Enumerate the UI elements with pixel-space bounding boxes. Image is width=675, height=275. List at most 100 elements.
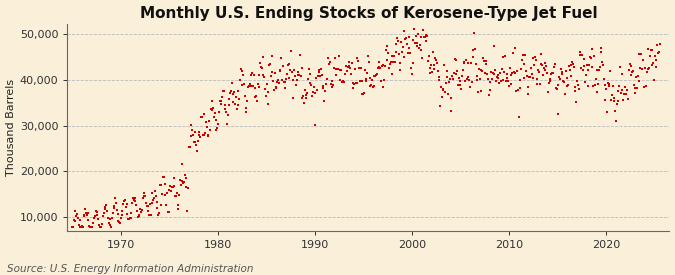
Point <box>328 82 339 87</box>
Point <box>292 78 302 82</box>
Point <box>454 83 465 88</box>
Point <box>373 65 384 70</box>
Point <box>636 52 647 56</box>
Point <box>645 48 656 52</box>
Point <box>629 86 640 90</box>
Point <box>125 211 136 216</box>
Point <box>298 94 308 98</box>
Point <box>179 180 190 185</box>
Point <box>596 46 607 50</box>
Point <box>186 123 196 127</box>
Point <box>502 76 513 81</box>
Point <box>452 83 463 88</box>
Point <box>515 86 526 90</box>
Point <box>587 65 598 70</box>
Point <box>599 83 610 87</box>
Point <box>277 64 288 68</box>
Point <box>350 67 360 71</box>
Point <box>635 66 646 71</box>
Point <box>254 73 265 78</box>
Point <box>331 67 342 71</box>
Point <box>232 89 243 94</box>
Point <box>381 48 392 53</box>
Point <box>649 54 660 58</box>
Point <box>314 70 325 74</box>
Point <box>79 213 90 218</box>
Point <box>145 213 156 218</box>
Point <box>581 62 592 67</box>
Point <box>286 49 296 53</box>
Point <box>213 110 224 114</box>
Point <box>416 48 427 53</box>
Point <box>294 73 304 77</box>
Point <box>135 207 146 211</box>
Point <box>313 73 323 78</box>
Point <box>568 62 578 66</box>
Point <box>264 63 275 68</box>
Point <box>268 78 279 83</box>
Point <box>605 69 616 73</box>
Point <box>608 84 618 88</box>
Point <box>219 107 230 111</box>
Point <box>645 54 655 58</box>
Point <box>551 86 562 90</box>
Point <box>137 196 148 200</box>
Point <box>548 65 559 69</box>
Point <box>165 184 176 189</box>
Point <box>441 75 452 79</box>
Point <box>220 102 231 107</box>
Point <box>466 80 477 84</box>
Point <box>506 82 517 86</box>
Point <box>103 221 114 226</box>
Point <box>554 75 565 79</box>
Point <box>209 111 220 115</box>
Point <box>448 77 458 81</box>
Point <box>633 51 644 56</box>
Point <box>503 79 514 84</box>
Point <box>80 207 90 211</box>
Point <box>273 81 284 85</box>
Point <box>544 79 555 83</box>
Point <box>67 224 78 229</box>
Point <box>467 55 478 59</box>
Point <box>427 70 437 74</box>
Point <box>207 99 218 103</box>
Point <box>524 75 535 79</box>
Point <box>103 216 113 220</box>
Point <box>255 61 266 65</box>
Point <box>141 204 152 208</box>
Point <box>120 205 131 209</box>
Point <box>91 210 102 214</box>
Point <box>567 59 578 64</box>
Point <box>304 66 315 71</box>
Point <box>377 85 388 89</box>
Point <box>649 77 659 82</box>
Point <box>604 82 615 86</box>
Point <box>332 67 343 72</box>
Point <box>329 56 340 60</box>
Point <box>273 77 284 82</box>
Point <box>350 81 361 86</box>
Point <box>583 68 593 72</box>
Point <box>610 109 620 113</box>
Point <box>599 76 610 81</box>
Point <box>369 74 380 78</box>
Point <box>188 140 199 145</box>
Point <box>373 66 383 70</box>
Point <box>275 68 286 73</box>
Point <box>538 72 549 77</box>
Point <box>221 109 232 114</box>
Point <box>478 55 489 60</box>
Point <box>180 176 191 180</box>
Point <box>127 201 138 206</box>
Point <box>489 72 500 77</box>
Point <box>433 78 444 82</box>
Point <box>131 202 142 207</box>
Point <box>140 200 151 205</box>
Point <box>483 77 493 81</box>
Point <box>136 207 147 212</box>
Point <box>451 72 462 76</box>
Point <box>128 196 138 200</box>
Point <box>252 82 263 86</box>
Point <box>326 79 337 83</box>
